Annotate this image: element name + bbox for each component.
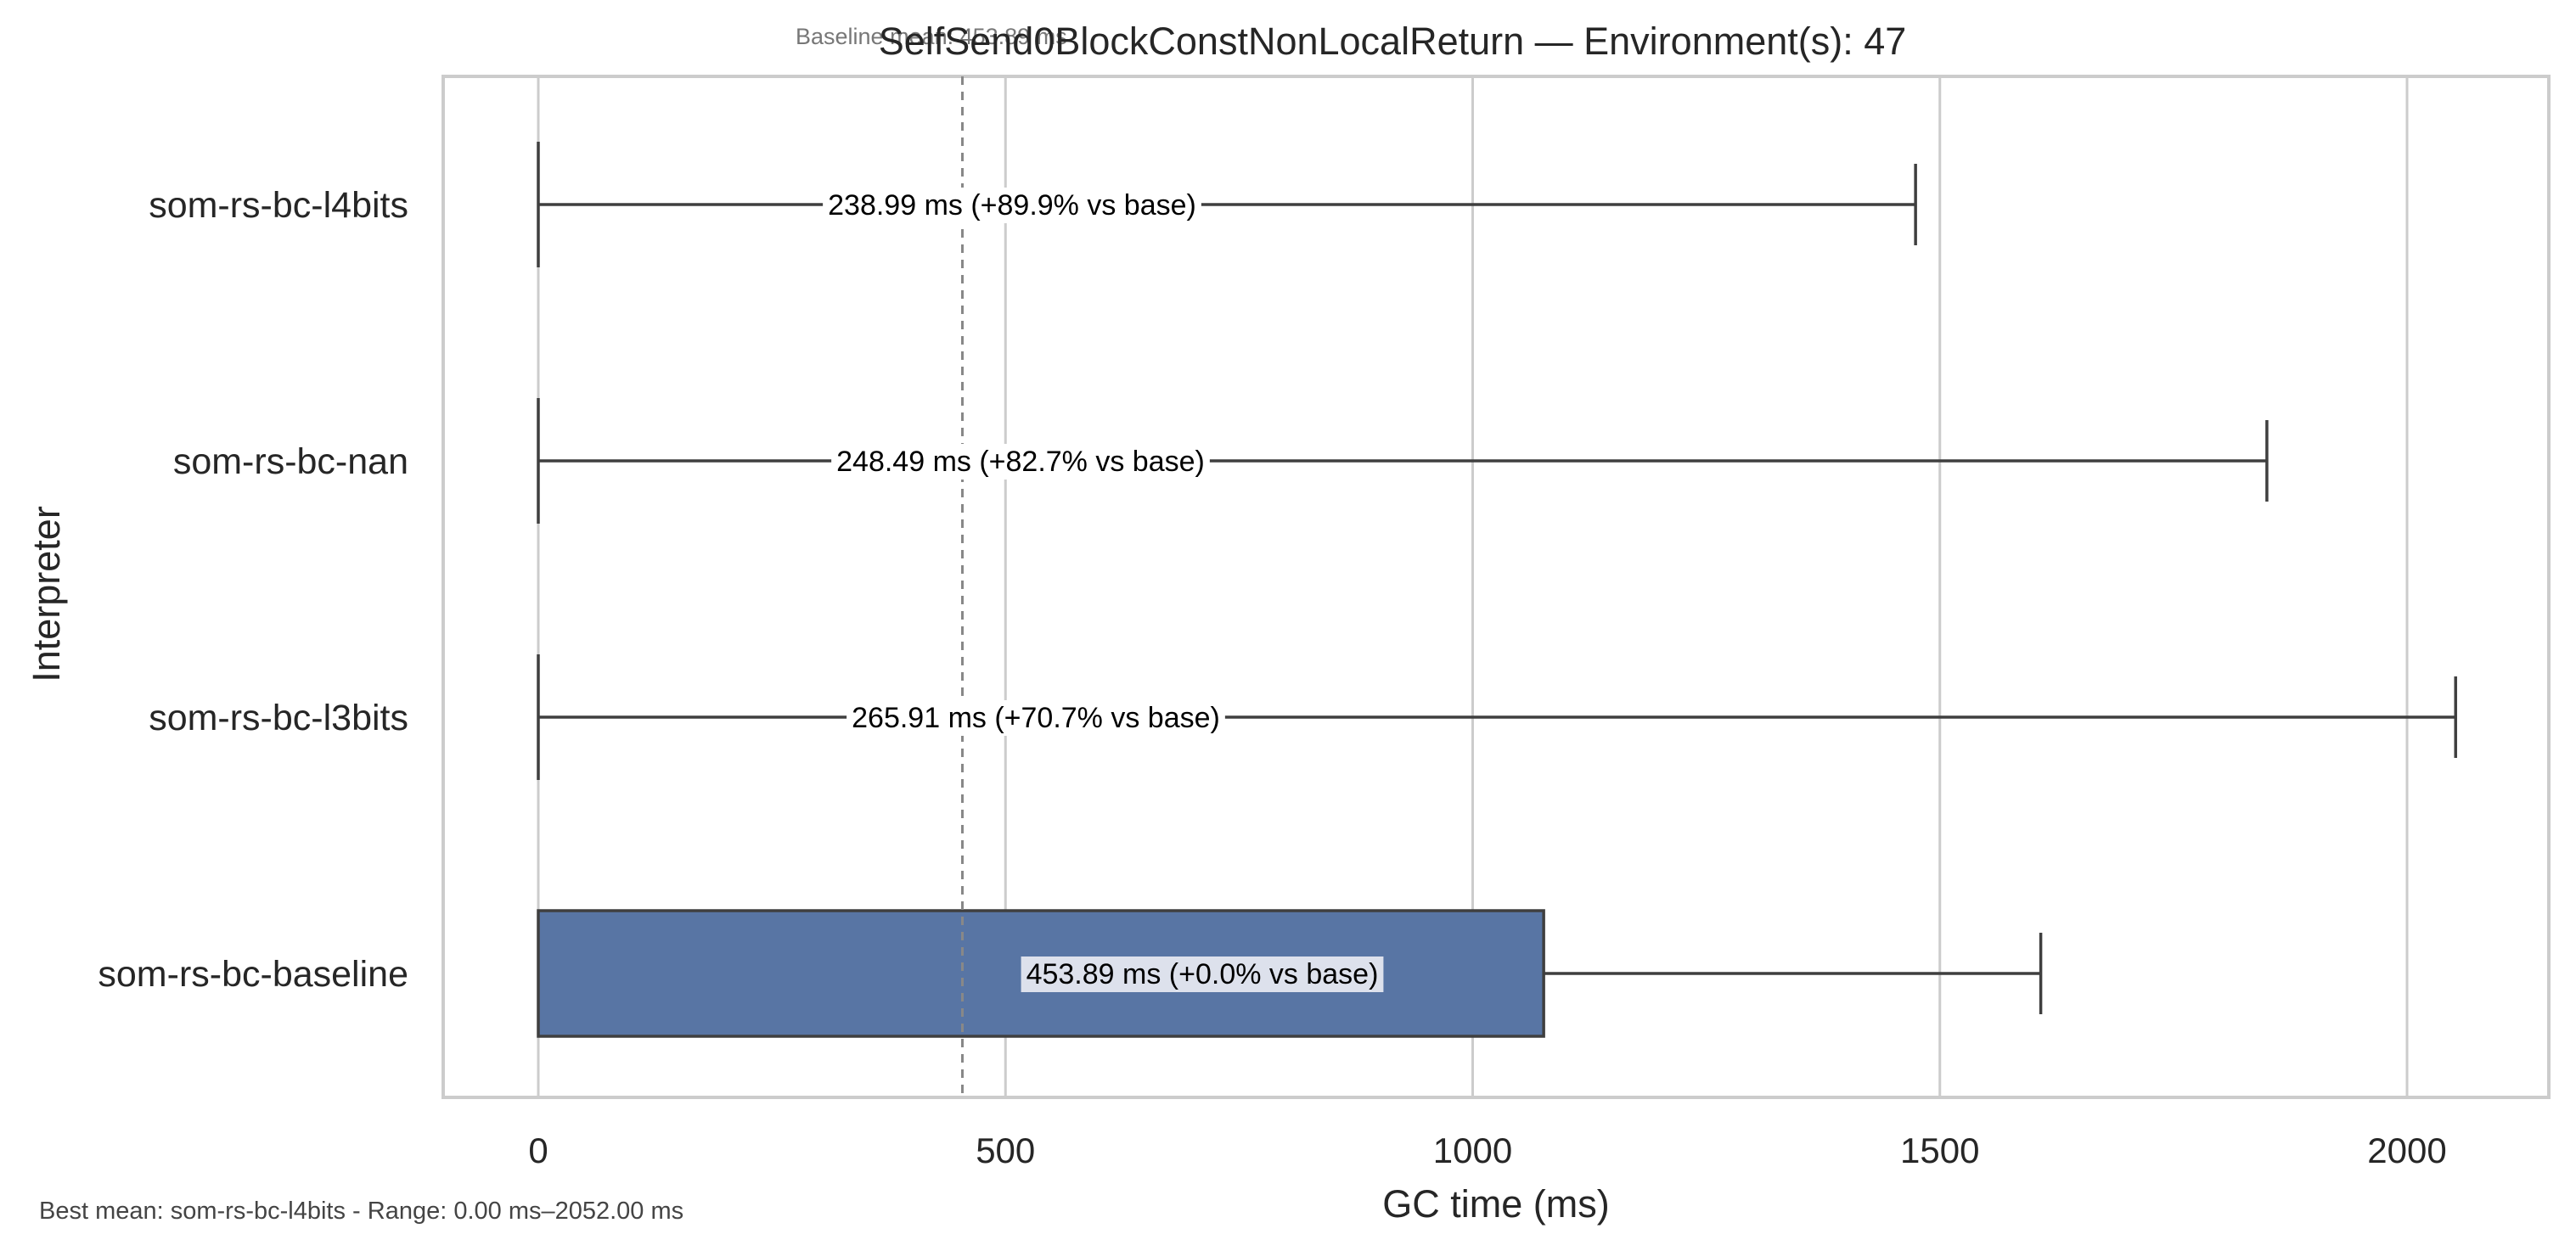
data-label-som-rs-bc-nan: 248.49 ms (+82.7% vs base) <box>836 446 1205 478</box>
plot-frame <box>442 75 2551 1099</box>
y-axis-label: Interpreter <box>25 506 68 682</box>
data-label-som-rs-bc-l3bits: 265.91 ms (+70.7% vs base) <box>852 702 1220 734</box>
x-tick-label: 2000 <box>2367 1130 2446 1170</box>
box-layer <box>537 142 2457 1038</box>
axis-layer: 0 500 1000 1500 2000 som-rs-bc-l4bits som-rs-b… <box>98 185 2446 1170</box>
chart-title: SelfSend0BlockConstNonLocalReturn — Envi… <box>879 20 1907 63</box>
data-label-group: 265.91 ms (+70.7% vs base) <box>846 700 1225 736</box>
data-label-background <box>823 188 1201 223</box>
data-label-group: 248.49 ms (+82.7% vs base) <box>831 444 1210 480</box>
y-tick-label: som-rs-bc-l3bits <box>149 698 408 738</box>
y-tick-label: som-rs-bc-nan <box>173 441 408 482</box>
chart-footer: Best mean: som-rs-bc-l4bits - Range: 0.0… <box>39 1198 683 1225</box>
data-label-som-rs-bc-baseline: 453.89 ms (+0.0% vs base) <box>1026 958 1379 990</box>
data-label-background <box>831 444 1210 480</box>
y-tick-label: som-rs-bc-baseline <box>98 954 408 995</box>
x-tick-label: 500 <box>976 1130 1035 1170</box>
x-tick-label: 0 <box>528 1130 548 1170</box>
data-label-background <box>846 700 1225 736</box>
y-tick-label: som-rs-bc-l4bits <box>149 185 408 226</box>
data-label-group: 453.89 ms (+0.0% vs base) <box>1021 956 1384 992</box>
data-label-som-rs-bc-l4bits: 238.99 ms (+89.9% vs base) <box>828 189 1196 222</box>
data-label-background <box>1021 956 1384 992</box>
x-axis-label: GC time (ms) <box>1382 1182 1609 1226</box>
label-layer: 238.99 ms (+89.9% vs base) 248.49 ms (+82… <box>823 188 1384 992</box>
baseline-note: Baseline mean: 453.89 ms <box>796 24 1067 49</box>
x-tick-label: 1500 <box>1900 1130 1979 1170</box>
x-tick-label: 1000 <box>1433 1130 1512 1170</box>
data-label-group: 238.99 ms (+89.9% vs base) <box>823 188 1201 223</box>
